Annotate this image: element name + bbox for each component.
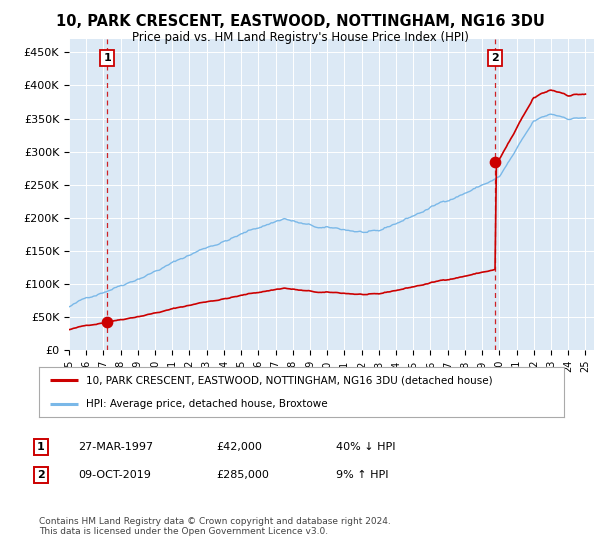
Text: Price paid vs. HM Land Registry's House Price Index (HPI): Price paid vs. HM Land Registry's House …: [131, 31, 469, 44]
Text: 40% ↓ HPI: 40% ↓ HPI: [336, 442, 395, 452]
Text: 1: 1: [37, 442, 44, 452]
Point: [103, 318, 112, 326]
Text: 1: 1: [104, 53, 111, 63]
Text: 27-MAR-1997: 27-MAR-1997: [78, 442, 153, 452]
Text: 9% ↑ HPI: 9% ↑ HPI: [336, 470, 389, 480]
Text: £42,000: £42,000: [216, 442, 262, 452]
Text: 2: 2: [491, 53, 499, 63]
Text: Contains HM Land Registry data © Crown copyright and database right 2024.
This d: Contains HM Land Registry data © Crown c…: [39, 517, 391, 536]
Text: £285,000: £285,000: [216, 470, 269, 480]
Text: 10, PARK CRESCENT, EASTWOOD, NOTTINGHAM, NG16 3DU (detached house): 10, PARK CRESCENT, EASTWOOD, NOTTINGHAM,…: [86, 375, 493, 385]
Text: 2: 2: [37, 470, 44, 480]
Text: HPI: Average price, detached house, Broxtowe: HPI: Average price, detached house, Brox…: [86, 399, 328, 409]
Text: 10, PARK CRESCENT, EASTWOOD, NOTTINGHAM, NG16 3DU: 10, PARK CRESCENT, EASTWOOD, NOTTINGHAM,…: [56, 14, 544, 29]
Point: [491, 157, 500, 166]
Text: 09-OCT-2019: 09-OCT-2019: [78, 470, 151, 480]
